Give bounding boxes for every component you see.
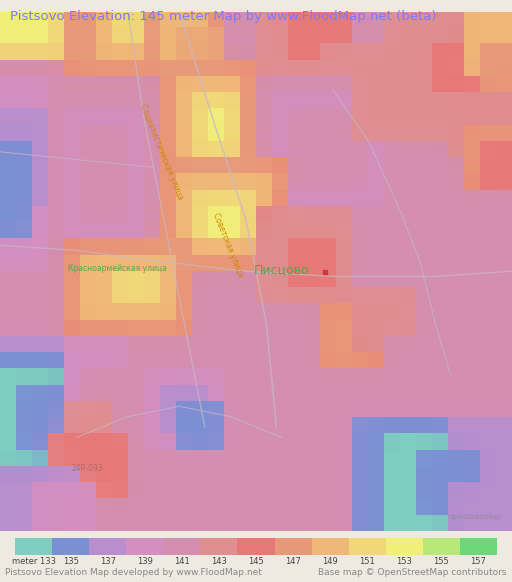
Text: 135: 135 <box>63 557 79 566</box>
Text: Base map © OpenStreetMap contributors: Base map © OpenStreetMap contributors <box>318 569 507 577</box>
Text: OpenStreetMap: OpenStreetMap <box>447 514 502 520</box>
Text: Социалистическая улица: Социалистическая улица <box>138 102 185 201</box>
Bar <box>126 538 163 555</box>
Bar <box>90 538 126 555</box>
Text: 151: 151 <box>359 557 375 566</box>
Text: 155: 155 <box>433 557 449 566</box>
Text: 139: 139 <box>137 557 153 566</box>
Bar <box>52 538 90 555</box>
Text: 24Р-093: 24Р-093 <box>71 464 103 473</box>
Text: Pistsovo Elevation: 145 meter Map by www.FloodMap.net (beta): Pistsovo Elevation: 145 meter Map by www… <box>10 10 437 23</box>
Text: 147: 147 <box>285 557 301 566</box>
Bar <box>386 538 422 555</box>
Text: 141: 141 <box>174 557 190 566</box>
Text: Советская улица: Советская улица <box>211 212 245 279</box>
Bar <box>349 538 386 555</box>
Bar <box>201 538 238 555</box>
Text: Красноармейская улица: Красноармейская улица <box>68 264 167 273</box>
Text: 145: 145 <box>248 557 264 566</box>
Bar <box>15 538 52 555</box>
Text: 149: 149 <box>322 557 338 566</box>
Bar <box>238 538 274 555</box>
Bar <box>422 538 460 555</box>
Text: meter 133: meter 133 <box>12 557 56 566</box>
Text: 137: 137 <box>100 557 116 566</box>
Bar <box>274 538 311 555</box>
Text: Писцово: Писцово <box>254 264 309 276</box>
Text: 143: 143 <box>211 557 227 566</box>
Text: 157: 157 <box>470 557 486 566</box>
Text: 153: 153 <box>396 557 412 566</box>
Bar <box>311 538 349 555</box>
Bar <box>460 538 497 555</box>
Text: Pistsovo Elevation Map developed by www.FloodMap.net: Pistsovo Elevation Map developed by www.… <box>5 569 262 577</box>
Bar <box>163 538 201 555</box>
